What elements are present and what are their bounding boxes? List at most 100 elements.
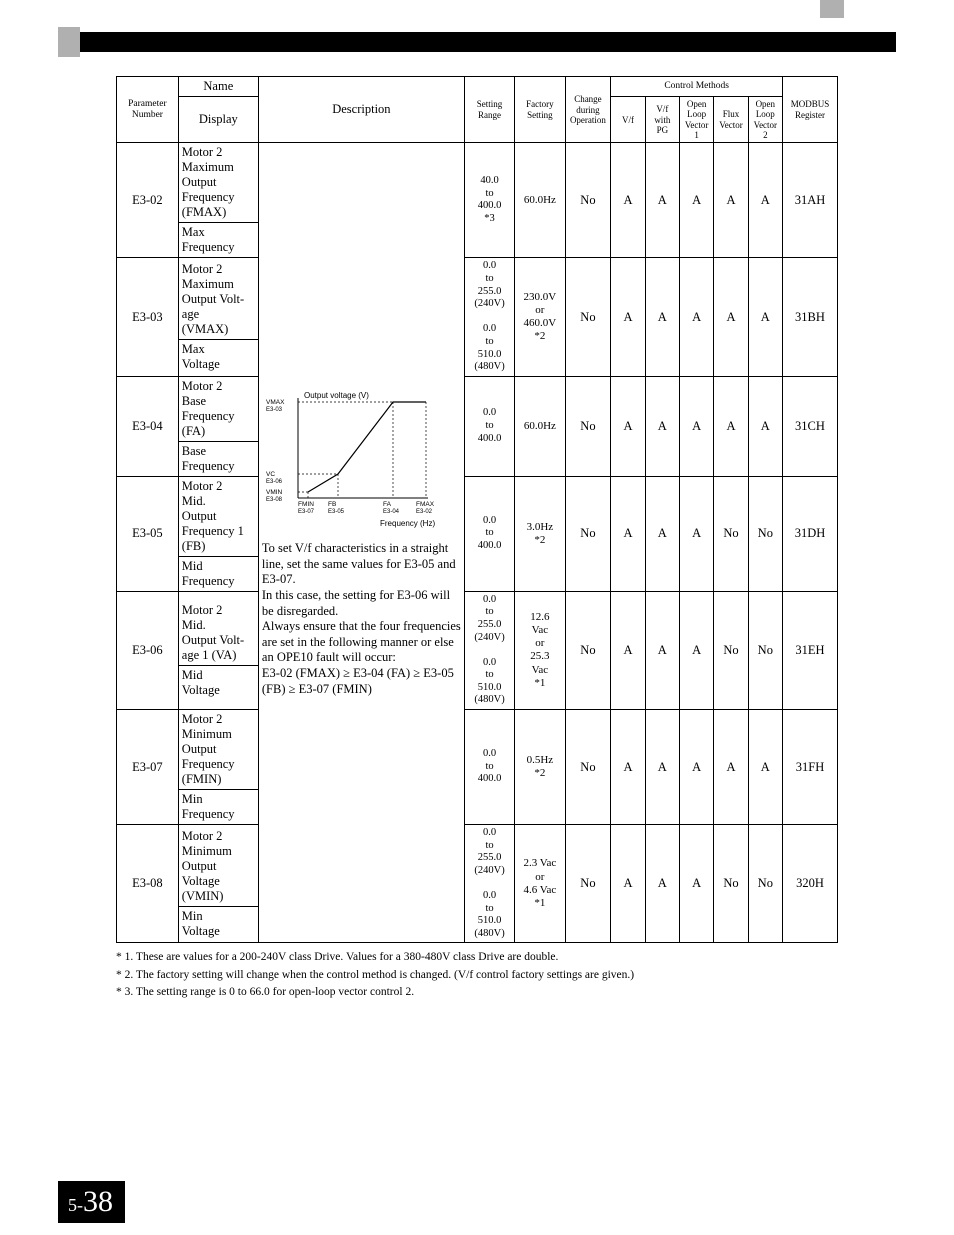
th-setting-range: SettingRange <box>464 77 514 143</box>
cell-range: 0.0to400.0 <box>464 376 514 476</box>
table-row: E3-05 Motor 2Mid.OutputFrequency 1(FB) M… <box>117 476 838 591</box>
svg-text:E3-02: E3-02 <box>416 509 433 515</box>
table-row: E3-07 Motor 2MinimumOutputFrequency(FMIN… <box>117 710 838 825</box>
page-number-box: 5-38 <box>58 1181 125 1223</box>
cell-param: E3-08 <box>117 825 179 943</box>
cell-factory: 60.0Hz <box>515 376 565 476</box>
cell-cm-4: A <box>748 376 782 476</box>
cell-cm-0: A <box>611 591 645 709</box>
table-row: E3-02 Motor 2MaximumOutputFrequency(FMAX… <box>117 143 838 258</box>
cell-param: E3-03 <box>117 258 179 376</box>
svg-text:FB: FB <box>328 501 336 508</box>
cell-cm-1: A <box>645 476 679 591</box>
cell-factory: 60.0Hz <box>515 143 565 258</box>
cell-name: Motor 2MinimumOutputVoltage(VMIN) MinVol… <box>178 825 258 943</box>
svg-text:E3-04: E3-04 <box>383 509 400 515</box>
cell-change: No <box>565 591 611 709</box>
cell-cm-3: A <box>714 143 748 258</box>
table-row: E3-04 Motor 2BaseFrequency(FA) BaseFrequ… <box>117 376 838 476</box>
cell-name: Motor 2MaximumOutputFrequency(FMAX) MaxF… <box>178 143 258 258</box>
cell-change: No <box>565 710 611 825</box>
svg-text:FMAX: FMAX <box>416 501 435 508</box>
cell-cm-2: A <box>679 376 713 476</box>
top-margin-bar <box>0 0 954 20</box>
cell-name: Motor 2Mid.OutputFrequency 1(FB) MidFreq… <box>178 476 258 591</box>
cell-change: No <box>565 376 611 476</box>
cell-cm-1: A <box>645 825 679 943</box>
cell-name: Motor 2BaseFrequency(FA) BaseFrequency <box>178 376 258 476</box>
cell-cm-4: A <box>748 258 782 376</box>
cell-name: Motor 2Mid.Output Volt-age 1 (VA) MidVol… <box>178 591 258 709</box>
cell-cm-2: A <box>679 476 713 591</box>
page-number: 38 <box>83 1185 113 1219</box>
svg-text:E3-07: E3-07 <box>298 509 315 515</box>
cell-modbus: 31FH <box>782 710 837 825</box>
cell-param: E3-06 <box>117 591 179 709</box>
cell-cm-1: A <box>645 376 679 476</box>
cell-range: 0.0to255.0(240V)0.0to510.0(480V) <box>464 825 514 943</box>
table-row: E3-03 Motor 2MaximumOutput Volt-age(VMAX… <box>117 258 838 376</box>
svg-text:E3-05: E3-05 <box>328 509 345 515</box>
svg-text:VC: VC <box>266 471 275 478</box>
table-row: E3-08 Motor 2MinimumOutputVoltage(VMIN) … <box>117 825 838 943</box>
cell-cm-0: A <box>611 258 645 376</box>
cell-change: No <box>565 476 611 591</box>
cell-change: No <box>565 143 611 258</box>
svg-text:E3-08: E3-08 <box>266 497 283 503</box>
cell-param: E3-07 <box>117 710 179 825</box>
header-black-bar <box>58 32 896 52</box>
cell-cm-2: A <box>679 825 713 943</box>
cell-cm-1: A <box>645 258 679 376</box>
th-name: Name <box>178 77 258 97</box>
svg-text:Frequency (Hz): Frequency (Hz) <box>380 519 435 528</box>
th-param-number: ParameterNumber <box>117 77 179 143</box>
cell-factory: 230.0Vor460.0V*2 <box>515 258 565 376</box>
cell-range: 0.0to400.0 <box>464 476 514 591</box>
cell-range: 40.0to400.0*3 <box>464 143 514 258</box>
svg-text:VMAX: VMAX <box>266 399 285 406</box>
cell-cm-4: No <box>748 476 782 591</box>
th-vf-pg: V/fwithPG <box>645 97 679 143</box>
th-display: Display <box>178 97 258 143</box>
footnotes: * 1. These are values for a 200-240V cla… <box>116 949 838 1001</box>
cell-cm-4: A <box>748 143 782 258</box>
table-row: E3-06 Motor 2Mid.Output Volt-age 1 (VA) … <box>117 591 838 709</box>
footnote-3: * 3. The setting range is 0 to 66.0 for … <box>116 984 838 1001</box>
cell-cm-2: A <box>679 710 713 825</box>
cell-cm-0: A <box>611 476 645 591</box>
th-vf: V/f <box>611 97 645 143</box>
cell-cm-2: A <box>679 591 713 709</box>
cell-modbus: 31DH <box>782 476 837 591</box>
cell-modbus: 31EH <box>782 591 837 709</box>
cell-cm-3: A <box>714 376 748 476</box>
th-modbus: MODBUSRegister <box>782 77 837 143</box>
th-olv1: OpenLoopVector1 <box>679 97 713 143</box>
cell-name: Motor 2MinimumOutputFrequency(FMIN) MinF… <box>178 710 258 825</box>
vf-characteristic-diagram: Output voltage (V) VMAXE3-03VCE3-06VMINE… <box>262 388 440 532</box>
cell-modbus: 31AH <box>782 143 837 258</box>
th-olv2: OpenLoopVector2 <box>748 97 782 143</box>
th-change-during: ChangeduringOperation <box>565 77 611 143</box>
page-content: ParameterNumber Name Description Setting… <box>0 52 954 1223</box>
cell-modbus: 31BH <box>782 258 837 376</box>
cell-change: No <box>565 825 611 943</box>
cell-cm-0: A <box>611 143 645 258</box>
cell-cm-1: A <box>645 710 679 825</box>
footnote-1: * 1. These are values for a 200-240V cla… <box>116 949 838 966</box>
corner-gray-box <box>820 0 844 18</box>
cell-cm-0: A <box>611 710 645 825</box>
cell-cm-3: No <box>714 591 748 709</box>
cell-modbus: 31CH <box>782 376 837 476</box>
cell-cm-2: A <box>679 258 713 376</box>
cell-change: No <box>565 258 611 376</box>
cell-name: Motor 2MaximumOutput Volt-age(VMAX) MaxV… <box>178 258 258 376</box>
cell-param: E3-02 <box>117 143 179 258</box>
cell-range: 0.0to255.0(240V)0.0to510.0(480V) <box>464 258 514 376</box>
cell-param: E3-05 <box>117 476 179 591</box>
svg-text:FMIN: FMIN <box>298 501 314 508</box>
cell-factory: 12.6Vacor25.3Vac*1 <box>515 591 565 709</box>
cell-cm-3: A <box>714 258 748 376</box>
cell-cm-4: No <box>748 825 782 943</box>
cell-cm-3: No <box>714 825 748 943</box>
svg-text:E3-06: E3-06 <box>266 479 283 485</box>
